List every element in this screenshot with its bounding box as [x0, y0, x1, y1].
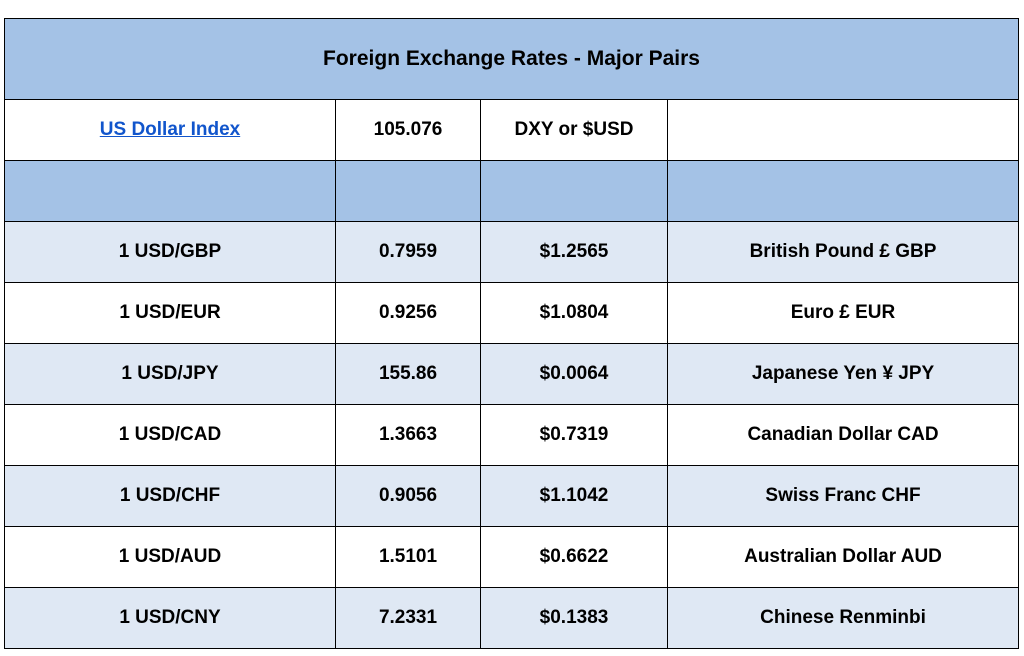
rate-cell: 7.2331: [335, 587, 481, 649]
pair-cell: 1 USD/CHF: [4, 465, 336, 527]
rate-cell: 0.9256: [335, 282, 481, 344]
table-row: 1 USD/EUR 0.9256 $1.0804 Euro £ EUR: [4, 282, 1020, 344]
table-row: 1 USD/CNY 7.2331 $0.1383 Chinese Renminb…: [4, 587, 1020, 649]
table-row: 1 USD/JPY 155.86 $0.0064 Japanese Yen ¥ …: [4, 343, 1020, 405]
dollar-index-note: [666, 99, 1020, 161]
spacer-cell: [666, 160, 1020, 222]
table-row: 1 USD/CHF 0.9056 $1.1042 Swiss Franc CHF: [4, 465, 1020, 527]
currency-cell: Euro £ EUR: [666, 282, 1020, 344]
table-row: 1 USD/CAD 1.3663 $0.7319 Canadian Dollar…: [4, 404, 1020, 466]
currency-cell: Japanese Yen ¥ JPY: [666, 343, 1020, 405]
rate-cell: 1.3663: [335, 404, 481, 466]
currency-cell: Swiss Franc CHF: [666, 465, 1020, 527]
spacer-cell: [480, 160, 668, 222]
rate-cell: 155.86: [335, 343, 481, 405]
spacer-cell: [4, 160, 336, 222]
usd-value-cell: $1.0804: [480, 282, 668, 344]
currency-cell: Canadian Dollar CAD: [666, 404, 1020, 466]
usd-value-cell: $0.7319: [480, 404, 668, 466]
dollar-index-row: US Dollar Index 105.076 DXY or $USD: [4, 99, 1020, 161]
pair-cell: 1 USD/JPY: [4, 343, 336, 405]
usd-value-cell: $0.0064: [480, 343, 668, 405]
dollar-index-value: 105.076: [335, 99, 481, 161]
usd-value-cell: $1.2565: [480, 221, 668, 283]
rate-cell: 0.7959: [335, 221, 481, 283]
currency-cell: British Pound £ GBP: [666, 221, 1020, 283]
rate-cell: 0.9056: [335, 465, 481, 527]
spacer-cell: [335, 160, 481, 222]
usd-value-cell: $0.6622: [480, 526, 668, 588]
pair-cell: 1 USD/CAD: [4, 404, 336, 466]
usd-value-cell: $1.1042: [480, 465, 668, 527]
spacer-row: [4, 160, 1020, 222]
table-row: 1 USD/AUD 1.5101 $0.6622 Australian Doll…: [4, 526, 1020, 588]
pair-cell: 1 USD/AUD: [4, 526, 336, 588]
title-row: Foreign Exchange Rates - Major Pairs: [3, 18, 1020, 100]
usd-value-cell: $0.1383: [480, 587, 668, 649]
exchange-rates-table: Foreign Exchange Rates - Major Pairs US …: [3, 18, 1020, 649]
currency-cell: Chinese Renminbi: [666, 587, 1020, 649]
currency-cell: Australian Dollar AUD: [666, 526, 1020, 588]
rate-cell: 1.5101: [335, 526, 481, 588]
pair-cell: 1 USD/CNY: [4, 587, 336, 649]
us-dollar-index-link[interactable]: US Dollar Index: [99, 119, 241, 140]
table-row: 1 USD/GBP 0.7959 $1.2565 British Pound £…: [4, 221, 1020, 283]
dollar-index-symbol: DXY or $USD: [480, 99, 668, 161]
pair-cell: 1 USD/GBP: [4, 221, 336, 283]
table-title: Foreign Exchange Rates - Major Pairs: [3, 18, 1020, 100]
pair-cell: 1 USD/EUR: [4, 282, 336, 344]
dollar-index-cell: US Dollar Index: [4, 99, 336, 161]
